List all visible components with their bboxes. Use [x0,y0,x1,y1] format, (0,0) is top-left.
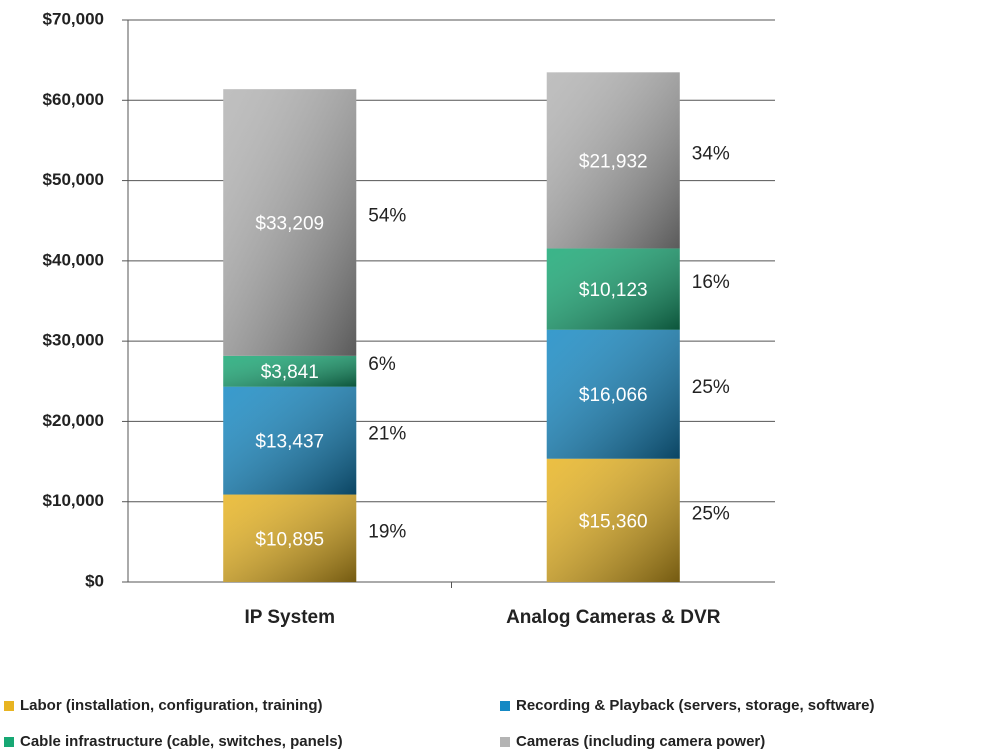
percent-label: 54% [368,206,406,227]
y-tick-label: $70,000 [43,9,104,28]
y-tick-label: $10,000 [43,491,104,510]
y-tick-label: $50,000 [43,170,104,189]
percent-label: 25% [692,503,730,524]
value-label: $21,932 [579,151,648,172]
legend-label: Labor (installation, configuration, trai… [20,697,323,714]
y-tick-label: $0 [85,571,104,590]
percent-label: 16% [692,272,730,293]
percent-label: 21% [368,424,406,445]
percent-label: 34% [692,143,730,164]
legend-marker [500,737,510,747]
value-label: $15,360 [579,511,648,532]
legend-marker [4,737,14,747]
value-label: $13,437 [255,432,324,453]
x-tick-label: Analog Cameras & DVR [506,607,721,628]
value-label: $10,123 [579,280,648,301]
value-label: $16,066 [579,385,648,406]
x-tick-label: IP System [245,607,335,628]
legend-label: Cameras (including camera power) [516,733,765,750]
percent-label: 6% [368,354,396,375]
y-tick-label: $40,000 [43,250,104,269]
value-label: $33,209 [255,214,324,235]
value-label: $3,841 [261,362,319,383]
y-tick-label: $60,000 [43,90,104,109]
value-label: $10,895 [255,529,324,550]
percent-label: 19% [368,521,406,542]
legend-label: Recording & Playback (servers, storage, … [516,697,874,714]
percent-label: 25% [692,377,730,398]
y-tick-label: $30,000 [43,331,104,350]
y-tick-label: $20,000 [43,411,104,430]
legend-marker [4,701,14,711]
legend-label: Cable infrastructure (cable, switches, p… [20,733,343,750]
legend-marker [500,701,510,711]
